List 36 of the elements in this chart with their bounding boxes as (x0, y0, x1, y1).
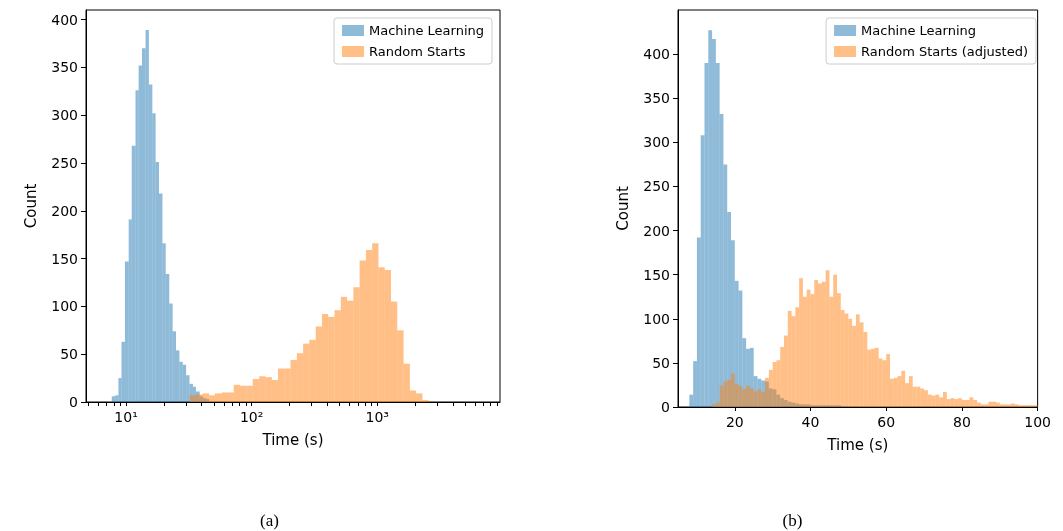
y-tick-label: 350 (51, 59, 78, 76)
y-tick-label: 400 (51, 11, 78, 28)
y-tick-label: 50 (652, 354, 670, 371)
legend-label: Machine Learning (369, 23, 485, 38)
y-tick-label: 350 (643, 90, 670, 107)
y-tick-label: 150 (51, 250, 78, 267)
x-tick-label: 60 (877, 414, 896, 430)
y-axis-title: Count (21, 183, 40, 229)
y-tick-label: 250 (51, 154, 78, 171)
x-tick-label: 80 (953, 414, 971, 430)
legend-label: Random Starts (369, 44, 466, 59)
y-tick-label: 300 (643, 134, 670, 151)
y-axis-title: Count (613, 186, 632, 231)
y-tick-label: 0 (69, 394, 78, 410)
x-tick-label: 20 (725, 414, 744, 430)
text: (b) (782, 511, 803, 530)
x-tick-label: 10³ (365, 409, 389, 425)
y-tick-label: 0 (661, 399, 670, 415)
legend-label: Machine Learning (861, 23, 977, 38)
text: (a) (260, 511, 279, 530)
y-tick-label: 100 (643, 310, 670, 327)
y-tick-label: 250 (643, 178, 670, 195)
x-tick-label: 10² (239, 409, 264, 425)
legend-label: Random Starts (adjusted) (861, 44, 1028, 59)
y-tick-label: 150 (643, 266, 670, 283)
x-tick-label: 100 (1024, 414, 1052, 430)
y-tick-label: 400 (643, 46, 670, 63)
y-tick-label: 300 (51, 107, 78, 124)
y-tick-label: 200 (51, 202, 78, 219)
x-tick-label: 40 (801, 414, 820, 430)
x-tick-label: 10¹ (114, 409, 138, 425)
y-tick-label: 50 (60, 346, 78, 363)
x-axis-title: Time (s) (826, 435, 889, 454)
x-axis-title: Time (s) (261, 430, 324, 449)
y-tick-label: 200 (643, 222, 670, 239)
y-tick-label: 100 (51, 298, 78, 315)
